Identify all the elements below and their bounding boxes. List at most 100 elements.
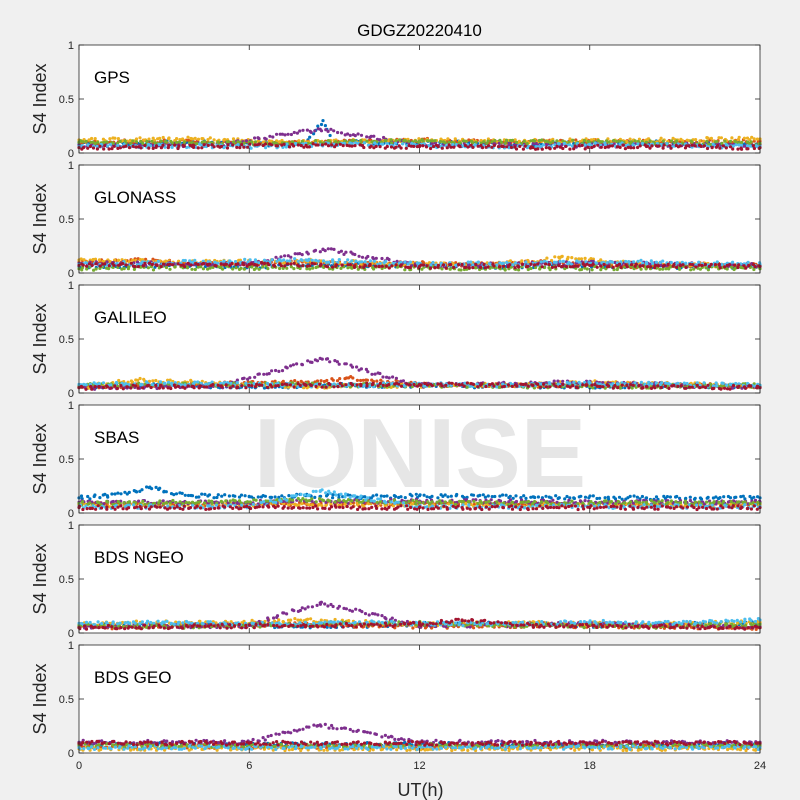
data-point — [471, 382, 476, 386]
y-tick-label: 0 — [68, 388, 74, 400]
data-point — [700, 263, 704, 268]
data-point — [531, 141, 536, 146]
data-point — [661, 267, 665, 271]
data-point — [274, 368, 278, 373]
data-point — [282, 261, 286, 265]
data-point — [250, 262, 254, 266]
data-point — [474, 266, 478, 270]
data-point — [384, 259, 388, 264]
y-tick-label: 1 — [68, 280, 74, 292]
data-point — [128, 138, 132, 142]
data-point — [289, 262, 293, 266]
data-point — [737, 263, 741, 267]
data-point — [757, 142, 761, 146]
data-point — [403, 139, 407, 143]
data-point — [148, 144, 152, 148]
data-point — [486, 139, 490, 143]
data-point — [300, 258, 304, 262]
data-point — [119, 384, 123, 388]
data-point — [603, 143, 608, 147]
data-point — [702, 144, 707, 148]
data-point — [474, 140, 478, 144]
data-point — [110, 492, 114, 496]
data-point — [119, 492, 123, 496]
data-point — [293, 257, 297, 261]
data-point — [139, 146, 143, 150]
data-point — [755, 144, 759, 149]
data-point — [285, 383, 289, 387]
data-point — [459, 268, 463, 272]
data-point — [601, 385, 605, 389]
data-point — [224, 262, 228, 266]
data-point — [129, 386, 133, 390]
data-point — [640, 141, 645, 146]
data-point — [93, 387, 97, 391]
plot-area — [79, 285, 760, 393]
data-point — [716, 144, 720, 148]
data-point — [201, 267, 205, 271]
data-point — [309, 130, 313, 134]
data-point — [533, 263, 537, 267]
data-point — [391, 375, 395, 379]
data-point — [462, 139, 466, 143]
data-point — [715, 384, 719, 388]
data-point — [431, 144, 436, 149]
data-point — [462, 384, 466, 388]
data-point — [292, 130, 296, 135]
data-point — [200, 492, 204, 496]
data-point — [275, 144, 279, 148]
data-point — [109, 386, 113, 390]
data-point — [313, 129, 317, 133]
data-point — [150, 139, 154, 143]
data-point — [667, 386, 671, 390]
data-point — [204, 385, 208, 389]
data-point — [295, 131, 299, 135]
data-point — [161, 262, 165, 266]
data-point — [421, 263, 426, 267]
data-point — [486, 265, 490, 269]
data-point — [385, 142, 389, 146]
data-point — [684, 386, 688, 390]
data-point — [171, 141, 175, 145]
data-point — [657, 144, 661, 148]
data-point — [339, 249, 343, 253]
data-point — [362, 145, 366, 150]
data-point — [240, 384, 244, 388]
data-point — [473, 143, 477, 147]
data-point — [109, 383, 113, 387]
data-point — [310, 360, 314, 364]
data-point — [425, 383, 430, 387]
data-point — [560, 254, 564, 258]
data-point — [745, 136, 750, 140]
data-point — [378, 371, 382, 376]
data-point — [94, 267, 98, 271]
data-point — [590, 383, 594, 387]
data-point — [496, 145, 501, 149]
data-point — [353, 264, 357, 268]
data-point — [529, 139, 533, 143]
data-point — [166, 146, 170, 150]
data-point — [734, 143, 738, 147]
data-point — [93, 493, 97, 497]
data-point — [186, 261, 190, 265]
data-point — [292, 261, 296, 265]
data-point — [280, 382, 284, 387]
data-point — [641, 386, 645, 390]
data-point — [425, 264, 429, 268]
data-point — [242, 145, 246, 149]
data-point — [334, 143, 338, 147]
data-point — [753, 265, 757, 269]
data-point — [737, 384, 741, 388]
data-point — [326, 144, 331, 148]
data-point — [110, 147, 114, 151]
data-point — [554, 384, 558, 388]
data-point — [476, 144, 480, 148]
data-point — [747, 264, 751, 268]
data-point — [278, 266, 282, 271]
data-point — [636, 142, 640, 146]
data-point — [143, 143, 147, 148]
data-point — [325, 265, 330, 269]
data-point — [641, 264, 645, 268]
data-point — [164, 259, 168, 263]
data-point — [394, 376, 398, 380]
